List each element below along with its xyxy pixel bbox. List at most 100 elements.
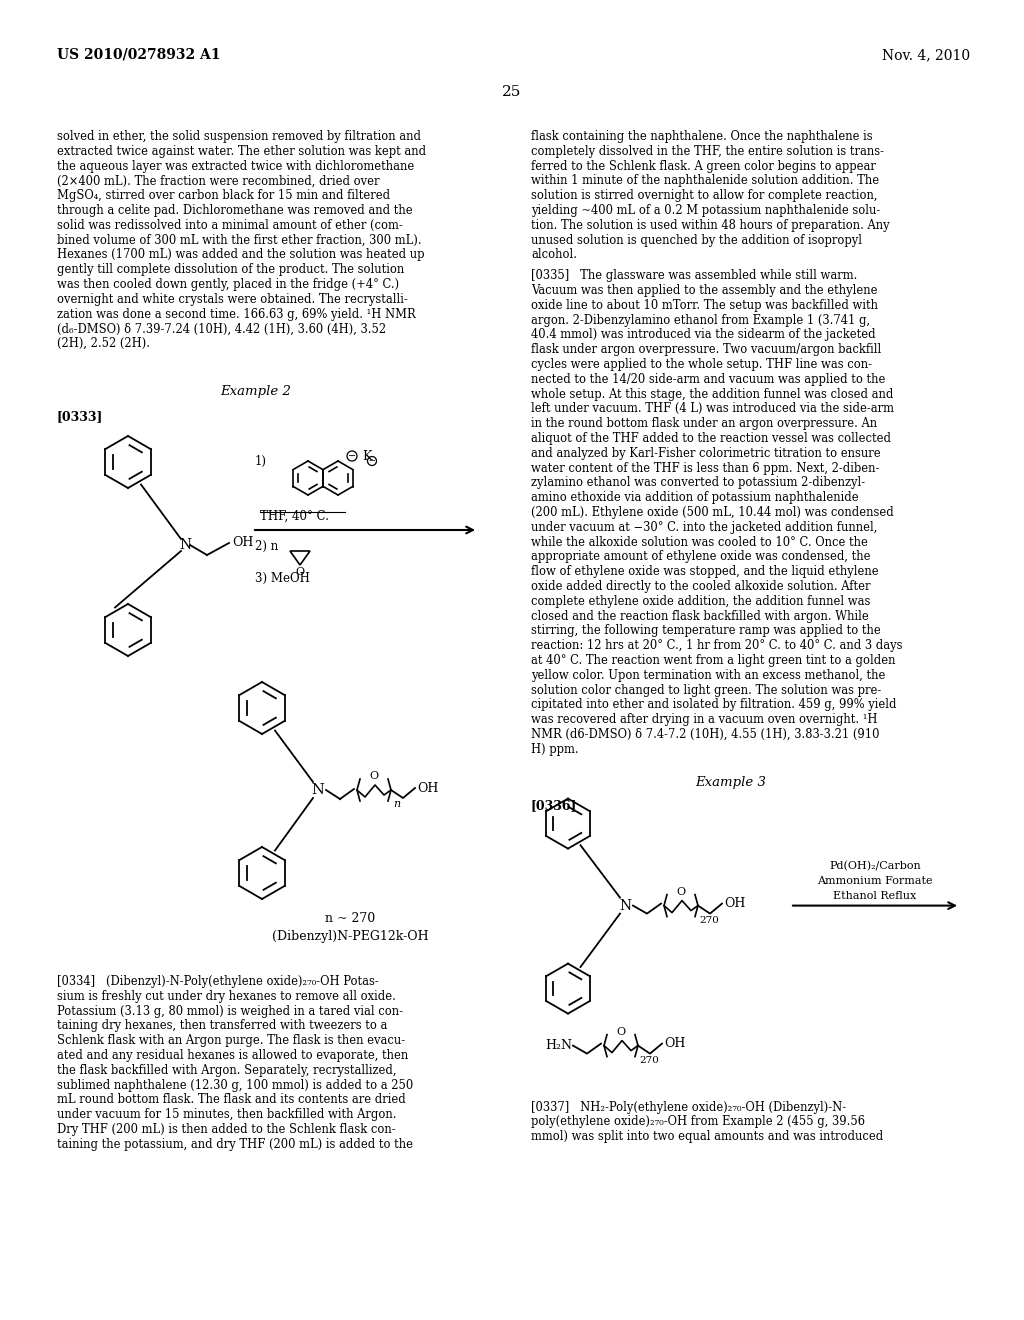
- Text: the flask backfilled with Argon. Separately, recrystallized,: the flask backfilled with Argon. Separat…: [57, 1064, 396, 1077]
- Text: (200 mL). Ethylene oxide (500 mL, 10.44 mol) was condensed: (200 mL). Ethylene oxide (500 mL, 10.44 …: [531, 506, 894, 519]
- Text: Ethanol Reflux: Ethanol Reflux: [834, 891, 916, 900]
- Text: [0334]   (Dibenzyl)-N-Poly(ethylene oxide)₂₇₀-OH Potas-: [0334] (Dibenzyl)-N-Poly(ethylene oxide)…: [57, 975, 379, 987]
- Text: OH: OH: [417, 781, 438, 795]
- Text: N: N: [618, 899, 631, 912]
- Text: through a celite pad. Dichloromethane was removed and the: through a celite pad. Dichloromethane wa…: [57, 205, 413, 216]
- Text: poly(ethylene oxide)₂₇₀-OH from Example 2 (455 g, 39.56: poly(ethylene oxide)₂₇₀-OH from Example …: [531, 1115, 865, 1129]
- Text: N: N: [311, 783, 325, 797]
- Text: 1): 1): [255, 455, 267, 469]
- Text: unused solution is quenched by the addition of isopropyl: unused solution is quenched by the addit…: [531, 234, 862, 247]
- Text: [0333]: [0333]: [57, 411, 103, 422]
- Text: mmol) was split into two equal amounts and was introduced: mmol) was split into two equal amounts a…: [531, 1130, 884, 1143]
- Text: [0337]   NH₂-Poly(ethylene oxide)₂₇₀-OH (Dibenzyl)-N-: [0337] NH₂-Poly(ethylene oxide)₂₇₀-OH (D…: [531, 1101, 846, 1114]
- Text: solution color changed to light green. The solution was pre-: solution color changed to light green. T…: [531, 684, 882, 697]
- Text: extracted twice against water. The ether solution was kept and: extracted twice against water. The ether…: [57, 145, 426, 158]
- Text: cipitated into ether and isolated by filtration. 459 g, 99% yield: cipitated into ether and isolated by fil…: [531, 698, 896, 711]
- Text: completely dissolved in the THF, the entire solution is trans-: completely dissolved in the THF, the ent…: [531, 145, 884, 158]
- Text: cycles were applied to the whole setup. THF line was con-: cycles were applied to the whole setup. …: [531, 358, 872, 371]
- Text: Vacuum was then applied to the assembly and the ethylene: Vacuum was then applied to the assembly …: [531, 284, 878, 297]
- Text: yielding ~400 mL of a 0.2 M potassium naphthalenide solu-: yielding ~400 mL of a 0.2 M potassium na…: [531, 205, 881, 216]
- Text: under vacuum for 15 minutes, then backfilled with Argon.: under vacuum for 15 minutes, then backfi…: [57, 1109, 396, 1121]
- Text: closed and the reaction flask backfilled with argon. While: closed and the reaction flask backfilled…: [531, 610, 868, 623]
- Text: tion. The solution is used within 48 hours of preparation. Any: tion. The solution is used within 48 hou…: [531, 219, 890, 232]
- Text: H₂N: H₂N: [545, 1039, 572, 1052]
- Text: OH: OH: [232, 536, 253, 549]
- Text: Example 2: Example 2: [220, 385, 292, 399]
- Text: at 40° C. The reaction went from a light green tint to a golden: at 40° C. The reaction went from a light…: [531, 653, 896, 667]
- Text: H) ppm.: H) ppm.: [531, 743, 579, 756]
- Text: flask containing the naphthalene. Once the naphthalene is: flask containing the naphthalene. Once t…: [531, 129, 872, 143]
- Text: OH: OH: [724, 898, 745, 909]
- Text: (Dibenzyl)N-PEG12k-OH: (Dibenzyl)N-PEG12k-OH: [271, 931, 428, 942]
- Text: whole setup. At this stage, the addition funnel was closed and: whole setup. At this stage, the addition…: [531, 388, 893, 400]
- Text: THF, 40° C.: THF, 40° C.: [260, 510, 329, 523]
- Text: yellow color. Upon termination with an excess methanol, the: yellow color. Upon termination with an e…: [531, 669, 886, 682]
- Text: within 1 minute of the naphthalenide solution addition. The: within 1 minute of the naphthalenide sol…: [531, 174, 880, 187]
- Text: the aqueous layer was extracted twice with dichloromethane: the aqueous layer was extracted twice wi…: [57, 160, 415, 173]
- Text: flow of ethylene oxide was stopped, and the liquid ethylene: flow of ethylene oxide was stopped, and …: [531, 565, 879, 578]
- Text: mL round bottom flask. The flask and its contents are dried: mL round bottom flask. The flask and its…: [57, 1093, 406, 1106]
- Text: 25: 25: [503, 84, 521, 99]
- Text: Ammonium Formate: Ammonium Formate: [817, 875, 933, 886]
- Text: −: −: [369, 457, 376, 465]
- Text: (2H), 2.52 (2H).: (2H), 2.52 (2H).: [57, 337, 150, 350]
- Text: (d₆-DMSO) δ 7.39-7.24 (10H), 4.42 (1H), 3.60 (4H), 3.52: (d₆-DMSO) δ 7.39-7.24 (10H), 4.42 (1H), …: [57, 322, 386, 335]
- Text: 3) MeOH: 3) MeOH: [255, 572, 310, 585]
- Text: Schlenk flask with an Argon purge. The flask is then evacu-: Schlenk flask with an Argon purge. The f…: [57, 1034, 406, 1047]
- Text: water content of the THF is less than 6 ppm. Next, 2-diben-: water content of the THF is less than 6 …: [531, 462, 880, 475]
- Text: nected to the 14/20 side-arm and vacuum was applied to the: nected to the 14/20 side-arm and vacuum …: [531, 372, 886, 385]
- Text: gently till complete dissolution of the product. The solution: gently till complete dissolution of the …: [57, 263, 404, 276]
- Text: solved in ether, the solid suspension removed by filtration and: solved in ether, the solid suspension re…: [57, 129, 421, 143]
- Text: sium is freshly cut under dry hexanes to remove all oxide.: sium is freshly cut under dry hexanes to…: [57, 990, 396, 1003]
- Text: N: N: [179, 539, 191, 552]
- Text: 40.4 mmol) was introduced via the sidearm of the jacketed: 40.4 mmol) was introduced via the sidear…: [531, 329, 876, 342]
- Text: Example 3: Example 3: [695, 776, 766, 788]
- Text: left under vacuum. THF (4 L) was introduced via the side-arm: left under vacuum. THF (4 L) was introdu…: [531, 403, 894, 416]
- Text: n: n: [393, 799, 400, 809]
- Text: oxide line to about 10 mTorr. The setup was backfilled with: oxide line to about 10 mTorr. The setup …: [531, 298, 878, 312]
- Text: 270: 270: [699, 916, 719, 924]
- Text: aliquot of the THF added to the reaction vessel was collected: aliquot of the THF added to the reaction…: [531, 432, 891, 445]
- Text: (2×400 mL). The fraction were recombined, dried over: (2×400 mL). The fraction were recombined…: [57, 174, 380, 187]
- Text: O: O: [677, 887, 685, 896]
- Text: OH: OH: [664, 1038, 685, 1051]
- Text: bined volume of 300 mL with the first ether fraction, 300 mL).: bined volume of 300 mL with the first et…: [57, 234, 422, 247]
- Text: appropriate amount of ethylene oxide was condensed, the: appropriate amount of ethylene oxide was…: [531, 550, 870, 564]
- Text: −: −: [348, 451, 356, 461]
- Text: Potassium (3.13 g, 80 mmol) is weighed in a tared vial con-: Potassium (3.13 g, 80 mmol) is weighed i…: [57, 1005, 403, 1018]
- Text: zylamino ethanol was converted to potassium 2-dibenzyl-: zylamino ethanol was converted to potass…: [531, 477, 865, 490]
- Text: Pd(OH)₂/Carbon: Pd(OH)₂/Carbon: [829, 861, 921, 871]
- Text: reaction: 12 hrs at 20° C., 1 hr from 20° C. to 40° C. and 3 days: reaction: 12 hrs at 20° C., 1 hr from 20…: [531, 639, 902, 652]
- Text: was then cooled down gently, placed in the fridge (+4° C.): was then cooled down gently, placed in t…: [57, 279, 399, 290]
- Text: 2) n: 2) n: [255, 540, 279, 553]
- Text: taining the potassium, and dry THF (200 mL) is added to the: taining the potassium, and dry THF (200 …: [57, 1138, 413, 1151]
- Text: amino ethoxide via addition of potassium naphthalenide: amino ethoxide via addition of potassium…: [531, 491, 859, 504]
- Text: sublimed naphthalene (12.30 g, 100 mmol) is added to a 250: sublimed naphthalene (12.30 g, 100 mmol)…: [57, 1078, 414, 1092]
- Text: taining dry hexanes, then transferred with tweezers to a: taining dry hexanes, then transferred wi…: [57, 1019, 387, 1032]
- Text: flask under argon overpressure. Two vacuum/argon backfill: flask under argon overpressure. Two vacu…: [531, 343, 882, 356]
- Text: was recovered after drying in a vacuum oven overnight. ¹H: was recovered after drying in a vacuum o…: [531, 713, 878, 726]
- Text: US 2010/0278932 A1: US 2010/0278932 A1: [57, 48, 220, 62]
- Text: n ~ 270: n ~ 270: [325, 912, 375, 925]
- Text: [0336]: [0336]: [531, 800, 578, 813]
- Text: and analyzed by Karl-Fisher colorimetric titration to ensure: and analyzed by Karl-Fisher colorimetric…: [531, 446, 881, 459]
- Text: under vacuum at −30° C. into the jacketed addition funnel,: under vacuum at −30° C. into the jackete…: [531, 521, 878, 533]
- Text: in the round bottom flask under an argon overpressure. An: in the round bottom flask under an argon…: [531, 417, 878, 430]
- Text: ated and any residual hexanes is allowed to evaporate, then: ated and any residual hexanes is allowed…: [57, 1049, 409, 1063]
- Text: alcohol.: alcohol.: [531, 248, 577, 261]
- Text: complete ethylene oxide addition, the addition funnel was: complete ethylene oxide addition, the ad…: [531, 595, 870, 607]
- Text: zation was done a second time. 166.63 g, 69% yield. ¹H NMR: zation was done a second time. 166.63 g,…: [57, 308, 416, 321]
- Text: oxide added directly to the cooled alkoxide solution. After: oxide added directly to the cooled alkox…: [531, 579, 870, 593]
- Text: overnight and white crystals were obtained. The recrystalli-: overnight and white crystals were obtain…: [57, 293, 408, 306]
- Text: while the alkoxide solution was cooled to 10° C. Once the: while the alkoxide solution was cooled t…: [531, 536, 868, 549]
- Text: argon. 2-Dibenzylamino ethanol from Example 1 (3.741 g,: argon. 2-Dibenzylamino ethanol from Exam…: [531, 314, 870, 326]
- Text: 270: 270: [639, 1056, 658, 1065]
- Text: Hexanes (1700 mL) was added and the solution was heated up: Hexanes (1700 mL) was added and the solu…: [57, 248, 425, 261]
- Text: solution is stirred overnight to allow for complete reaction,: solution is stirred overnight to allow f…: [531, 189, 878, 202]
- Text: NMR (d6-DMSO) δ 7.4-7.2 (10H), 4.55 (1H), 3.83-3.21 (910: NMR (d6-DMSO) δ 7.4-7.2 (10H), 4.55 (1H)…: [531, 729, 880, 741]
- Text: MgSO₄, stirred over carbon black for 15 min and filtered: MgSO₄, stirred over carbon black for 15 …: [57, 189, 390, 202]
- Text: O: O: [370, 771, 379, 781]
- Text: Nov. 4, 2010: Nov. 4, 2010: [882, 48, 970, 62]
- Text: ferred to the Schlenk flask. A green color begins to appear: ferred to the Schlenk flask. A green col…: [531, 160, 876, 173]
- Text: K: K: [362, 450, 372, 462]
